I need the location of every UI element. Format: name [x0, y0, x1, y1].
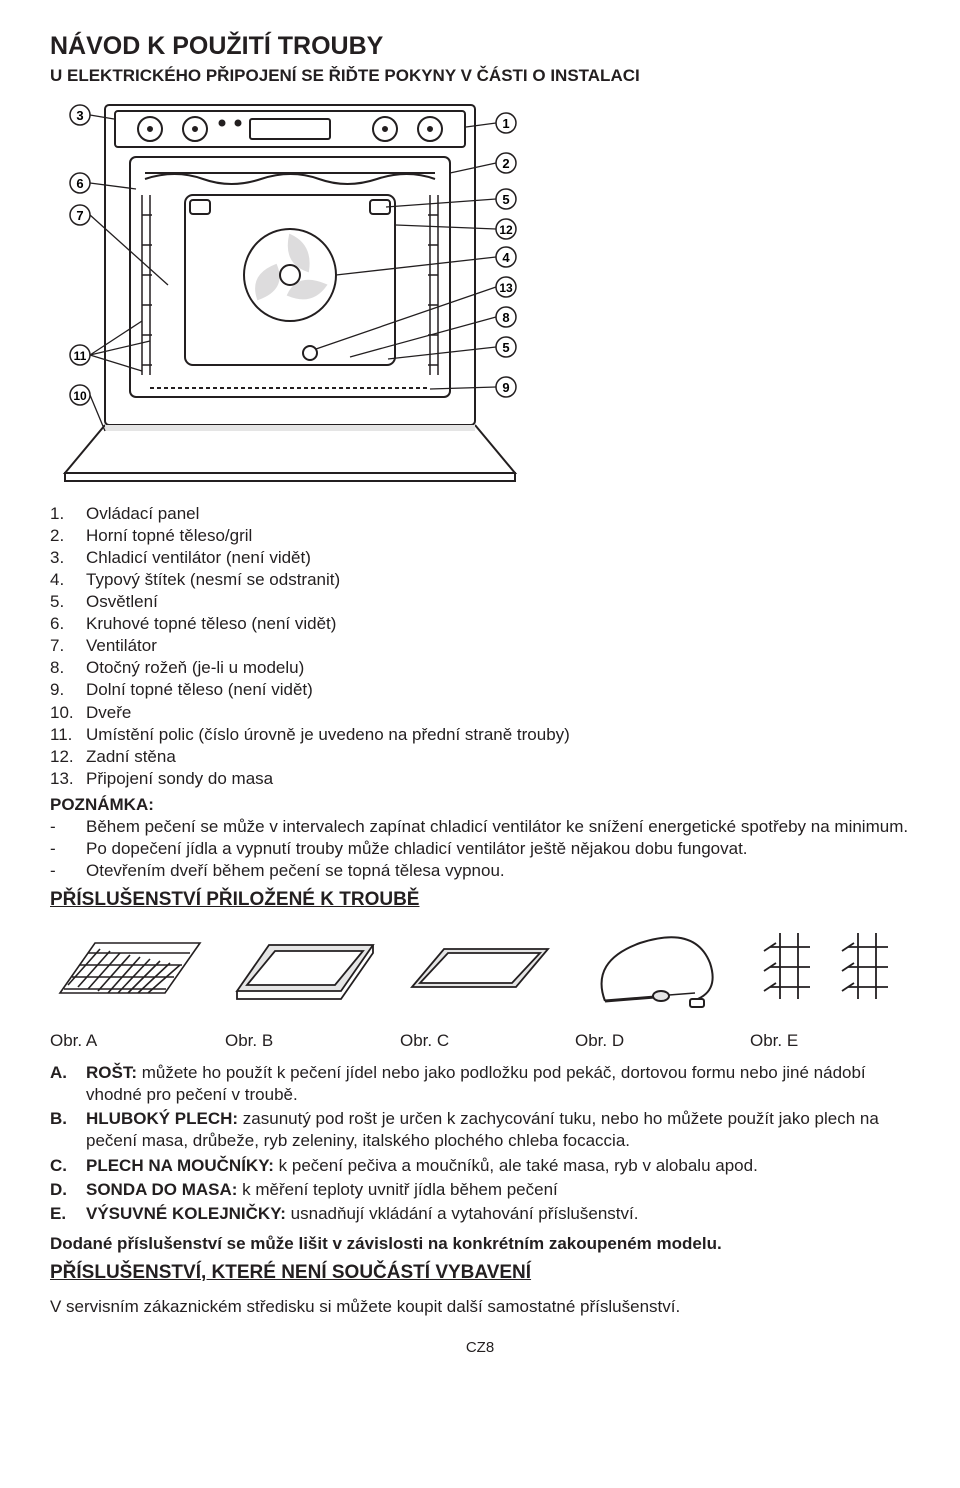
list-item: D.SONDA DO MASA: k měření teploty uvnitř…: [50, 1179, 910, 1201]
list-item: Ventilátor: [50, 635, 910, 657]
svg-text:11: 11: [74, 349, 87, 363]
accessories-list: A.ROŠT: můžete ho použít k pečení jídel …: [50, 1062, 910, 1225]
list-item: A.ROŠT: můžete ho použít k pečení jídel …: [50, 1062, 910, 1106]
figure-label: Obr. D: [575, 1030, 730, 1052]
list-item: Po dopečení jídla a vypnutí trouby může …: [50, 838, 910, 860]
svg-text:4: 4: [502, 250, 510, 265]
svg-text:8: 8: [502, 310, 509, 325]
accessory-shallow-tray-icon: [400, 923, 555, 1024]
svg-text:1: 1: [502, 116, 509, 131]
svg-text:6: 6: [76, 176, 83, 191]
svg-text:7: 7: [76, 208, 83, 223]
list-item: E.VÝSUVNÉ KOLEJNIČKY: usnadňují vkládání…: [50, 1203, 910, 1225]
figure-label: Obr. E: [750, 1030, 905, 1052]
figure-labels: Obr. A Obr. B Obr. C Obr. D Obr. E: [50, 1030, 910, 1052]
callouts-right: 1 2 5 12 4 13 8 5 9: [496, 113, 516, 397]
note-label: POZNÁMKA:: [50, 794, 910, 816]
accessory-rails-icon: [750, 923, 905, 1024]
list-item: Osvětlení: [50, 591, 910, 613]
list-item: Typový štítek (nesmí se odstranit): [50, 569, 910, 591]
list-item: Dolní topné těleso (není vidět): [50, 679, 910, 701]
figure-label: Obr. C: [400, 1030, 555, 1052]
page-title: NÁVOD K POUŽITÍ TROUBY: [50, 30, 910, 63]
svg-text:9: 9: [502, 380, 509, 395]
figure-label: Obr. B: [225, 1030, 380, 1052]
list-item: Otočný rožeň (je-li u modelu): [50, 657, 910, 679]
list-item: Během pečení se může v intervalech zapín…: [50, 816, 910, 838]
list-item: Otevřením dveří během pečení se topná tě…: [50, 860, 910, 882]
list-item: Zadní stěna: [50, 746, 910, 768]
not-included-heading: PŘÍSLUŠENSTVÍ, KTERÉ NENÍ SOUČÁSTÍ VYBAV…: [50, 1261, 910, 1286]
notes-list: Během pečení se může v intervalech zapín…: [50, 816, 910, 882]
svg-text:5: 5: [502, 340, 509, 355]
accessories-heading: PŘÍSLUŠENSTVÍ PŘILOŽENÉ K TROUBĚ: [50, 888, 910, 913]
svg-text:5: 5: [502, 192, 509, 207]
svg-text:2: 2: [502, 156, 509, 171]
oven-diagram: 3 6 7 11 10 1 2 5 12 4 13 8 5 9: [50, 95, 570, 485]
not-included-text: V servisním zákaznickém středisku si můž…: [50, 1296, 910, 1318]
parts-list: Ovládací panel Horní topné těleso/gril C…: [50, 503, 910, 790]
list-item: B.HLUBOKÝ PLECH: zasunutý pod rošt je ur…: [50, 1108, 910, 1152]
page-subtitle: U ELEKTRICKÉHO PŘIPOJENÍ SE ŘIĎTE POKYNY…: [50, 65, 910, 87]
callouts-left: 3 6 7 11 10: [70, 105, 90, 405]
page-number: CZ8: [50, 1338, 910, 1358]
list-item: Horní topné těleso/gril: [50, 525, 910, 547]
svg-text:13: 13: [499, 281, 513, 295]
list-item: C.PLECH NA MOUČNÍKY: k pečení pečiva a m…: [50, 1155, 910, 1177]
accessory-rack-icon: [50, 923, 205, 1024]
accessories-images: [50, 923, 910, 1024]
accessory-meat-probe-icon: [575, 923, 730, 1024]
list-item: Umístění polic (číslo úrovně je uvedeno …: [50, 724, 910, 746]
list-item: Kruhové topné těleso (není vidět): [50, 613, 910, 635]
svg-text:12: 12: [499, 223, 513, 237]
variant-note: Dodané příslušenství se může lišit v záv…: [50, 1233, 910, 1255]
svg-text:3: 3: [76, 108, 83, 123]
list-item: Chladicí ventilátor (není vidět): [50, 547, 910, 569]
svg-text:10: 10: [73, 389, 87, 403]
accessory-deep-tray-icon: [225, 923, 380, 1024]
figure-label: Obr. A: [50, 1030, 205, 1052]
list-item: Ovládací panel: [50, 503, 910, 525]
list-item: Připojení sondy do masa: [50, 768, 910, 790]
list-item: Dveře: [50, 702, 910, 724]
